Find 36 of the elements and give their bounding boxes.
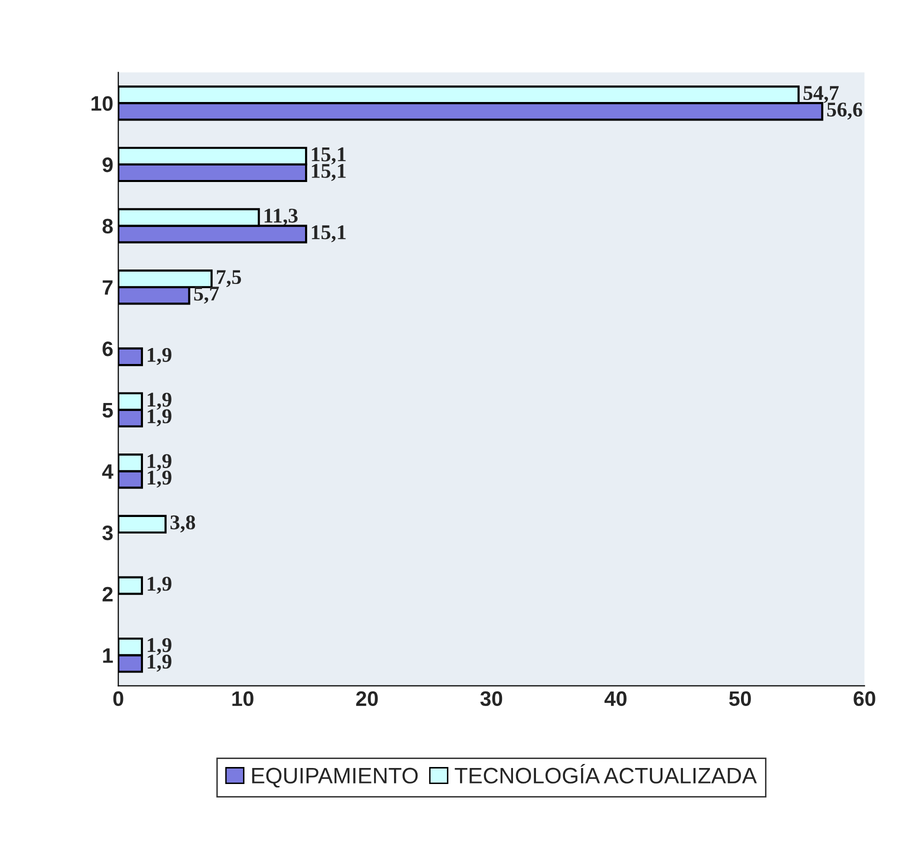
data-label: 7,5 <box>216 270 242 288</box>
x-tick-label: 60 <box>854 691 876 706</box>
data-label: 15,1 <box>312 147 346 164</box>
data-label: 1,9 <box>148 392 172 410</box>
x-tick-label: 10 <box>232 691 254 706</box>
y-tick-label: 10 <box>92 96 113 111</box>
data-label: 54,7 <box>804 86 839 104</box>
legend-label: EQUIPAMIENTO <box>252 768 418 788</box>
data-label: 11,3 <box>264 208 298 226</box>
data-label: 1,9 <box>148 576 172 594</box>
data-label: 1,9 <box>148 409 172 426</box>
x-tick-label: 40 <box>604 691 626 706</box>
y-tick-label: 4 <box>102 464 114 479</box>
data-label: 5,7 <box>194 286 219 304</box>
y-tick-label: 5 <box>102 403 113 418</box>
y-tick-label: 9 <box>102 157 113 172</box>
y-tick-label: 7 <box>102 280 113 295</box>
y-tick-label: 1 <box>103 648 113 663</box>
y-tick-label: 6 <box>102 341 113 356</box>
y-tick-label: 8 <box>102 218 113 234</box>
data-label: 3,8 <box>170 515 196 532</box>
data-label: 15,1 <box>312 225 346 242</box>
data-label: 56,6 <box>827 102 862 120</box>
y-tick-label: 2 <box>102 586 113 602</box>
x-tick-label: 0 <box>113 691 124 706</box>
data-label: 1,9 <box>148 654 172 672</box>
x-tick-label: 50 <box>729 691 751 706</box>
data-label: 1,9 <box>148 454 172 472</box>
data-label: 1,9 <box>148 470 172 488</box>
data-label: 1,9 <box>148 348 172 365</box>
y-tick-label: 3 <box>102 526 113 540</box>
legend-label: TECNOLOGÍA ACTUALIZADA <box>454 764 757 784</box>
data-label: 1,9 <box>148 638 172 656</box>
x-tick-label: 30 <box>480 691 502 706</box>
data-label: 15,1 <box>312 164 346 181</box>
x-tick-label: 20 <box>356 691 378 706</box>
